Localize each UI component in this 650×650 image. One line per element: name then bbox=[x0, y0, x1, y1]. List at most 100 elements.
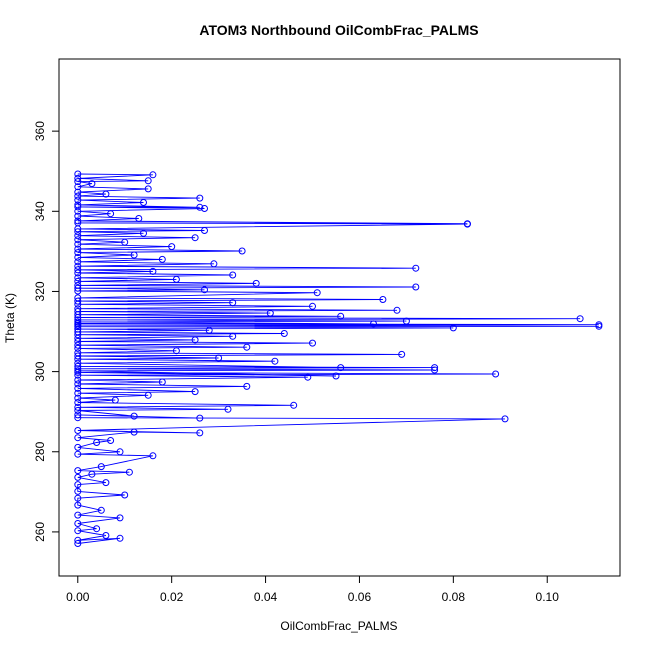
data-point bbox=[102, 532, 110, 539]
data-point bbox=[337, 364, 345, 372]
data-point bbox=[74, 450, 82, 458]
data-point bbox=[309, 339, 316, 347]
x-axis-label: OilCombFrac_PALMS bbox=[280, 619, 397, 633]
data-point bbox=[74, 266, 82, 274]
y-tick-label: 320 bbox=[33, 281, 47, 301]
data-point bbox=[74, 411, 82, 419]
data-point bbox=[74, 228, 82, 236]
data-point bbox=[88, 470, 96, 478]
data-point bbox=[74, 316, 82, 324]
data-point bbox=[74, 494, 82, 502]
y-tick-label: 300 bbox=[33, 361, 47, 381]
data-point bbox=[74, 443, 82, 451]
data-point bbox=[449, 324, 457, 332]
data-point bbox=[74, 362, 82, 370]
data-point bbox=[271, 357, 279, 365]
data-point bbox=[74, 328, 82, 336]
data-point bbox=[379, 296, 387, 303]
y-tick-label: 340 bbox=[33, 201, 47, 221]
x-tick-label: 0.10 bbox=[536, 590, 560, 604]
data-point bbox=[74, 253, 82, 261]
data-point bbox=[74, 341, 82, 349]
data-point bbox=[74, 501, 82, 509]
data-point bbox=[74, 274, 82, 282]
data-point bbox=[74, 236, 82, 244]
data-point bbox=[74, 403, 82, 411]
data-point bbox=[111, 396, 119, 404]
data-point bbox=[370, 320, 377, 328]
data-point bbox=[229, 271, 237, 279]
data-point bbox=[130, 251, 138, 259]
data-layer bbox=[74, 170, 603, 547]
chart-title: ATOM3 Northbound OilCombFrac_PALMS bbox=[199, 22, 478, 38]
series-line bbox=[77, 173, 599, 544]
x-tick-label: 0.02 bbox=[160, 590, 184, 604]
data-point bbox=[149, 267, 157, 275]
data-point bbox=[266, 309, 274, 317]
y-tick-label: 360 bbox=[33, 121, 47, 141]
data-point bbox=[238, 247, 246, 255]
data-point bbox=[140, 229, 147, 237]
x-tick-label: 0.00 bbox=[66, 590, 90, 604]
data-point bbox=[93, 525, 101, 533]
data-point bbox=[74, 344, 82, 352]
data-point bbox=[74, 219, 82, 227]
data-point bbox=[102, 190, 110, 198]
data-point bbox=[121, 238, 129, 246]
data-point bbox=[74, 192, 82, 200]
data-point bbox=[191, 388, 199, 396]
data-point bbox=[116, 534, 124, 542]
data-point bbox=[74, 174, 82, 182]
data-point bbox=[412, 283, 420, 291]
data-point bbox=[229, 332, 237, 340]
data-point bbox=[191, 234, 199, 242]
data-point bbox=[74, 352, 82, 360]
data-point bbox=[309, 302, 316, 310]
y-axis-label: Theta (K) bbox=[3, 293, 17, 343]
data-point bbox=[116, 448, 124, 456]
data-point bbox=[121, 491, 129, 499]
data-point bbox=[135, 215, 143, 222]
y-axis: 260 280 300 320 340 360 bbox=[33, 121, 60, 542]
y-tick-label: 280 bbox=[33, 441, 47, 461]
data-point bbox=[243, 382, 251, 390]
data-point bbox=[74, 338, 82, 345]
data-point bbox=[191, 336, 199, 344]
data-point bbox=[74, 196, 82, 204]
data-point bbox=[74, 367, 82, 375]
data-point bbox=[576, 315, 584, 323]
data-point bbox=[144, 177, 152, 185]
data-point bbox=[74, 487, 82, 495]
data-point bbox=[196, 203, 204, 211]
data-point bbox=[196, 429, 204, 437]
data-point bbox=[130, 428, 138, 436]
data-point bbox=[243, 343, 251, 351]
data-point bbox=[125, 468, 133, 476]
data-point bbox=[74, 318, 82, 326]
data-point bbox=[431, 364, 439, 372]
data-point bbox=[196, 194, 204, 202]
x-tick-label: 0.04 bbox=[254, 590, 278, 604]
data-point bbox=[74, 297, 82, 305]
data-point bbox=[74, 178, 82, 186]
data-point bbox=[172, 275, 180, 283]
data-point bbox=[393, 306, 401, 314]
data-point bbox=[74, 473, 82, 481]
data-point bbox=[74, 305, 82, 313]
data-point bbox=[463, 220, 471, 228]
data-point bbox=[74, 217, 82, 225]
data-point bbox=[74, 203, 82, 211]
data-point bbox=[74, 201, 82, 209]
data-point bbox=[74, 394, 82, 402]
data-point bbox=[74, 170, 82, 178]
data-point bbox=[332, 372, 340, 380]
data-point bbox=[74, 414, 82, 422]
data-point bbox=[74, 188, 82, 196]
data-point bbox=[210, 260, 218, 268]
data-point bbox=[74, 434, 82, 442]
data-point bbox=[74, 527, 82, 535]
data-point bbox=[88, 180, 96, 188]
data-point bbox=[74, 281, 82, 289]
data-point bbox=[74, 359, 82, 367]
